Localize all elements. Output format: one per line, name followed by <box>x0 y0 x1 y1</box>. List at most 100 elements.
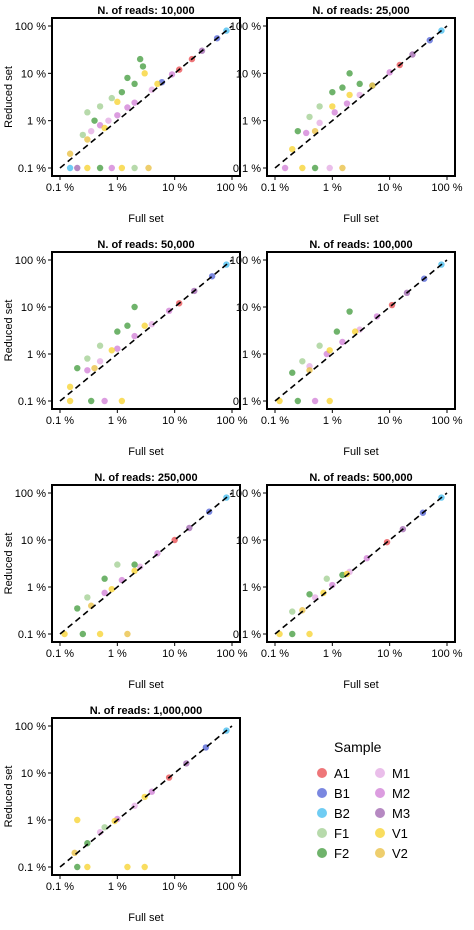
point-M2 <box>311 397 319 405</box>
point-F1 <box>289 608 296 615</box>
panel-title: N. of reads: 250,000 <box>94 472 197 484</box>
point-M1 <box>136 563 144 570</box>
point-F2 <box>311 164 319 172</box>
y-tick-label: 1 % <box>242 116 261 128</box>
point-F2 <box>289 369 296 376</box>
panel-frame <box>266 17 456 177</box>
reference-line <box>274 492 448 635</box>
legend-label: B2 <box>334 806 350 821</box>
panel-1: N. of reads: 10,000 0.1 %0.1 % 1 % 1 % 10 % 1… <box>3 5 248 225</box>
point-F1 <box>96 103 104 110</box>
point-F2 <box>91 117 98 124</box>
panel-7: N. of reads: 1,000,000 0.1 %0.1 % 1 % 1 % 10… <box>3 705 248 924</box>
x-tick-label: 0.1 % <box>46 881 74 893</box>
legend-label: M2 <box>392 786 410 801</box>
point-V1 <box>141 793 148 801</box>
point-F1 <box>79 131 87 139</box>
reference-line <box>59 25 233 169</box>
y-tick-label: 100 % <box>230 21 261 33</box>
point-V1 <box>141 322 148 329</box>
point-V2 <box>66 150 74 157</box>
point-M1 <box>316 119 323 127</box>
point-M2 <box>101 589 108 597</box>
y-tick-label: 1 % <box>242 349 261 361</box>
point-F2 <box>131 561 138 568</box>
y-tick-label: 10 % <box>21 535 46 547</box>
x-tick-label: 1 % <box>323 182 342 194</box>
legend-item-F1: F1 <box>317 826 349 841</box>
points <box>276 261 445 405</box>
legend-swatch <box>317 808 327 818</box>
point-M2 <box>114 112 121 119</box>
y-axis-label: Reduced set <box>3 533 15 595</box>
point-V1 <box>96 630 104 638</box>
point-V1 <box>108 585 115 593</box>
point-M2 <box>84 367 91 374</box>
points <box>281 27 445 172</box>
legend-swatch <box>317 788 327 798</box>
legend-title: Sample <box>334 739 382 755</box>
point-F1 <box>316 342 323 349</box>
point-F2 <box>79 630 87 638</box>
point-F2 <box>114 328 121 335</box>
panel-title: N. of reads: 50,000 <box>97 239 194 251</box>
y-tick-label: 0.1 % <box>18 163 46 175</box>
legend-item-M3: M3 <box>375 806 410 821</box>
point-F1 <box>316 103 323 110</box>
y-tick-label: 1 % <box>242 582 261 594</box>
panel-frame <box>266 484 456 643</box>
x-tick-label: 10 % <box>162 182 187 194</box>
point-F2 <box>74 863 81 871</box>
point-F1 <box>306 113 313 121</box>
point-V2 <box>124 630 131 638</box>
point-V1 <box>74 816 81 824</box>
legend-swatch <box>375 808 385 818</box>
legend-item-M2: M2 <box>375 786 410 801</box>
panel-title: N. of reads: 10,000 <box>97 5 194 17</box>
point-F1 <box>114 561 121 568</box>
point-V1 <box>299 164 306 172</box>
x-tick-label: 10 % <box>162 881 187 893</box>
point-V1 <box>326 397 333 405</box>
x-tick-label: 100 % <box>216 881 247 893</box>
point-M2 <box>108 164 115 172</box>
point-F2 <box>356 80 363 88</box>
panel-6: N. of reads: 500,000 0.1 %0.1 % 1 % 1 % 10 %… <box>230 472 463 691</box>
point-V1 <box>118 397 126 405</box>
point-M1 <box>326 164 333 172</box>
point-M2 <box>131 99 138 106</box>
point-M1 <box>96 358 104 365</box>
point-F2 <box>294 127 302 135</box>
point-M2 <box>124 104 131 111</box>
legend-item-M1: M1 <box>375 766 410 781</box>
x-tick-label: 0.1 % <box>46 415 74 427</box>
x-axis-label: Full set <box>128 912 163 924</box>
x-axis-label: Full set <box>343 679 378 691</box>
x-tick-label: 1 % <box>108 182 127 194</box>
legend-label: A1 <box>334 766 350 781</box>
legend-item-A1: A1 <box>317 766 350 781</box>
legend-item-V2: V2 <box>375 846 408 861</box>
point-F2 <box>346 70 353 77</box>
legend: Sample A1 M1 B1 M2 B2 M3 F1 V1 F2 V2 <box>317 739 410 861</box>
reference-line <box>59 259 233 402</box>
panel-frame <box>51 484 241 643</box>
point-B2 <box>66 164 74 172</box>
y-tick-label: 0.1 % <box>18 396 46 408</box>
legend-swatch <box>375 828 385 838</box>
point-F1 <box>101 824 108 831</box>
legend-item-V1: V1 <box>375 826 408 841</box>
point-F2 <box>74 364 81 372</box>
point-V1 <box>306 630 313 638</box>
point-V1 <box>66 383 74 391</box>
y-tick-label: 0.1 % <box>18 862 46 874</box>
point-F2 <box>289 630 296 638</box>
point-F1 <box>84 109 91 116</box>
x-tick-label: 10 % <box>377 648 402 660</box>
point-M2 <box>114 345 121 352</box>
point-V1 <box>108 347 115 354</box>
y-tick-label: 0.1 % <box>233 396 261 408</box>
legend-label: B1 <box>334 786 350 801</box>
x-tick-label: 1 % <box>108 881 127 893</box>
reference-line <box>274 25 448 169</box>
